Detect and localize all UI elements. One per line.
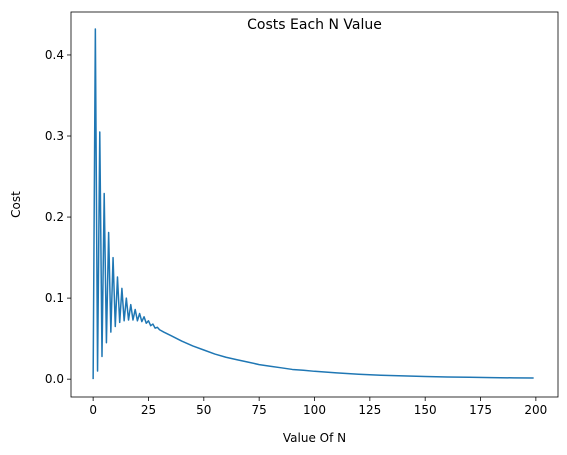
x-tick-label: 25 (141, 403, 156, 417)
y-tick-label: 0.3 (45, 129, 64, 143)
y-axis-label: Cost (9, 191, 23, 218)
y-tick-label: 0.1 (45, 291, 64, 305)
x-tick-label: 100 (303, 403, 326, 417)
x-tick-label: 125 (358, 403, 381, 417)
plot-area (71, 12, 558, 397)
series-line-0 (92, 28, 534, 380)
y-tick-label: 0.0 (45, 372, 64, 386)
x-tick-label: 75 (252, 403, 267, 417)
x-axis: 0 25 50 75 100 125 150 175 200 (89, 397, 547, 417)
x-tick-label: 0 (89, 403, 97, 417)
x-tick-label: 150 (414, 403, 437, 417)
y-axis: 0.0 0.1 0.2 0.3 0.4 (45, 48, 71, 386)
x-tick-label: 175 (469, 403, 492, 417)
chart-title: Costs Each N Value (247, 17, 382, 33)
x-tick-label: 200 (524, 403, 547, 417)
x-axis-label: Value Of N (283, 431, 346, 445)
series-layer (92, 28, 534, 380)
x-tick-label: 50 (196, 403, 211, 417)
y-tick-label: 0.2 (45, 210, 64, 224)
y-tick-label: 0.4 (45, 48, 64, 62)
